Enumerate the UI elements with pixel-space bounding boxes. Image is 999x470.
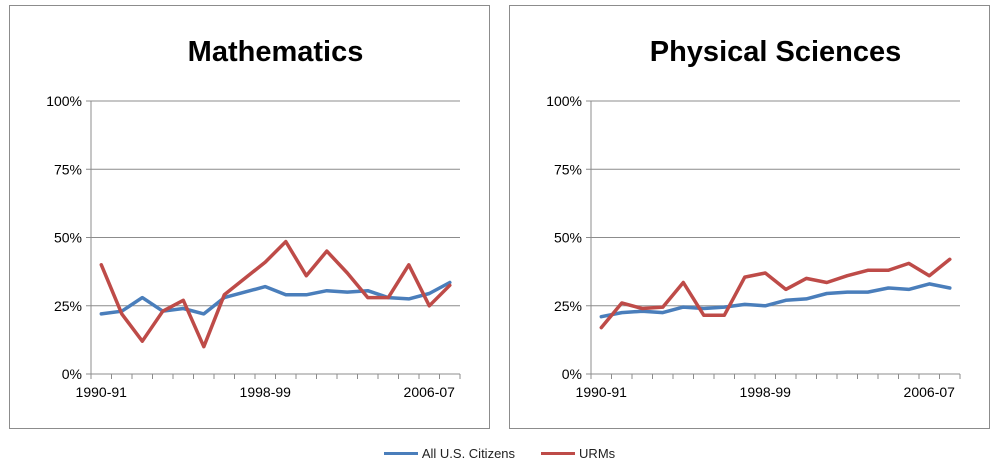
x-tick-label: 2006-07	[404, 384, 456, 400]
y-tick-label: 50%	[554, 230, 582, 246]
x-tick-label: 1998-99	[740, 384, 792, 400]
chart-svg-physical-sciences: Physical Sciences 0% 25% 50% 75% 100% 1990-91 1…	[546, 36, 961, 400]
series-line-all-u-s-citizens	[99, 280, 452, 316]
y-tick-label: 0%	[562, 366, 582, 382]
y-tick-label: 75%	[54, 161, 82, 177]
chart-panel-physical-sciences: Physical Sciences 0% 25% 50% 75% 100% 1990-91 1…	[509, 5, 990, 429]
y-tick-label: 100%	[46, 93, 82, 109]
y-tick-label: 25%	[554, 298, 582, 314]
series-line-urms	[599, 257, 952, 330]
y-tick-label: 25%	[54, 298, 82, 314]
series-line-all-u-s-citizens	[599, 282, 952, 319]
y-tick-label: 75%	[554, 161, 582, 177]
chart-title: Mathematics	[188, 36, 364, 68]
y-tick-label: 0%	[62, 366, 82, 382]
y-tick-label: 50%	[54, 230, 82, 246]
series-line-urms	[99, 239, 452, 349]
chart-legend: All U.S. Citizens URMs	[0, 441, 999, 465]
x-tick-label: 1990-91	[76, 384, 128, 400]
chart-panel-mathematics: Mathematics 0% 25% 50% 75% 100% 1990-91 1998-99…	[9, 5, 490, 429]
legend-item-urms: URMs	[541, 446, 615, 461]
chart-title: Physical Sciences	[650, 36, 902, 68]
legend-swatch-urms	[541, 451, 576, 455]
x-tick-label: 1990-91	[576, 384, 628, 400]
chart-svg-mathematics: Mathematics 0% 25% 50% 75% 100% 1990-91 1998-99…	[46, 36, 461, 400]
legend-item-all-us-citizens: All U.S. Citizens	[383, 445, 516, 461]
x-tick-label: 2006-07	[904, 384, 956, 400]
legend-label-all-us-citizens: All U.S. Citizens	[421, 445, 516, 461]
legend-label-urms: URMs	[579, 445, 616, 461]
x-tick-label: 1998-99	[240, 384, 292, 400]
y-tick-label: 100%	[546, 93, 582, 109]
legend-swatch-all-us-citizens	[383, 451, 418, 455]
